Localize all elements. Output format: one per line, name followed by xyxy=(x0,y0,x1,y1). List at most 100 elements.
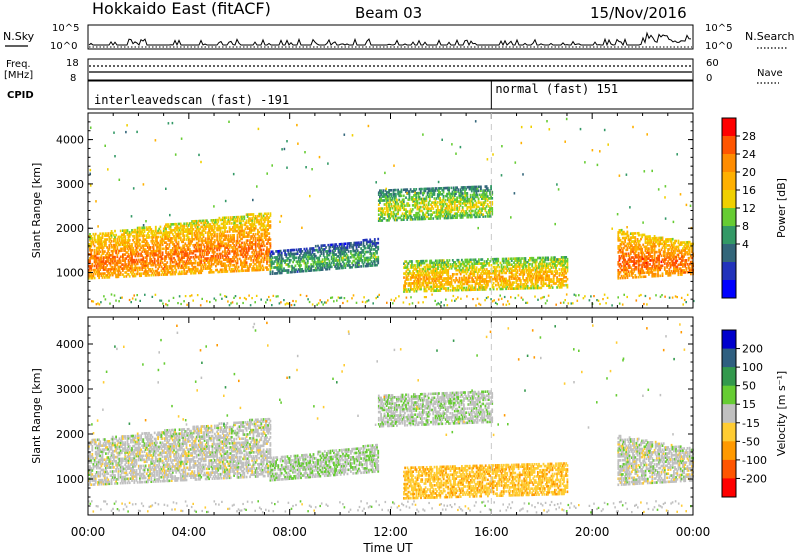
power-cell xyxy=(203,257,206,260)
noise-panel xyxy=(87,24,694,50)
power-cell xyxy=(161,239,164,243)
power-cell xyxy=(236,241,239,245)
power-cell xyxy=(206,247,208,250)
power-ground-cell xyxy=(121,296,123,299)
power-cell xyxy=(431,273,434,277)
power-cell xyxy=(94,258,97,262)
power-cell xyxy=(308,253,310,256)
power-cell xyxy=(178,260,181,264)
power-cell xyxy=(313,261,316,264)
power-cell xyxy=(254,268,257,272)
power-cell xyxy=(166,267,169,270)
power-cell xyxy=(443,265,446,268)
power-cell xyxy=(381,209,384,212)
power-cell xyxy=(410,210,413,213)
power-cell xyxy=(224,252,226,255)
power-cell xyxy=(119,243,122,247)
power-cell xyxy=(210,243,213,246)
power-cell xyxy=(161,247,164,251)
power-cell xyxy=(433,191,436,194)
power-cell xyxy=(252,227,255,230)
power-cell xyxy=(225,246,228,249)
power-cell xyxy=(442,198,445,202)
power-cell xyxy=(102,264,105,267)
power-cell xyxy=(311,257,314,260)
power-cell xyxy=(117,261,120,265)
power-cell xyxy=(255,216,258,220)
power-cell xyxy=(134,260,137,264)
power-cell xyxy=(411,198,414,201)
power-ground-cell xyxy=(425,296,427,299)
power-cell xyxy=(289,254,292,258)
power-cell xyxy=(355,245,358,249)
power-cell xyxy=(191,226,193,229)
power-cell xyxy=(419,261,421,265)
power-cell xyxy=(433,211,436,214)
power-ground-cell xyxy=(255,294,258,297)
power-cell xyxy=(354,251,357,255)
power-cell xyxy=(415,285,418,289)
power-ground-cell xyxy=(405,296,408,299)
power-cell xyxy=(126,233,129,236)
power-cell xyxy=(161,253,164,256)
power-cell xyxy=(246,227,249,230)
power-cell xyxy=(170,249,173,252)
power-cell xyxy=(160,231,163,235)
power-cell xyxy=(305,247,308,251)
power-cell xyxy=(219,234,222,238)
power-ground-cell xyxy=(260,298,262,301)
power-cell xyxy=(265,228,267,231)
power-ground-cell xyxy=(184,295,187,298)
power-cell xyxy=(399,204,402,208)
power-ground-cell xyxy=(180,302,182,306)
power-cell xyxy=(431,261,434,265)
power-cell xyxy=(347,242,350,245)
power-cell xyxy=(440,187,443,190)
power-cell xyxy=(237,225,240,229)
power-cell xyxy=(240,249,242,253)
power-cell xyxy=(130,267,132,270)
power-cell xyxy=(254,217,257,220)
power-cell xyxy=(124,261,127,264)
power-cell xyxy=(319,254,322,258)
power-cell xyxy=(407,204,410,207)
power-ground-cell xyxy=(337,296,340,299)
power-cell xyxy=(407,272,410,275)
cpid-label: CPID xyxy=(7,90,34,101)
power-cell xyxy=(334,245,336,248)
power-ground-cell xyxy=(422,301,424,304)
power-cell xyxy=(358,265,360,268)
power-cell xyxy=(220,218,223,222)
power-cell xyxy=(442,285,445,288)
power-cell xyxy=(466,213,469,217)
power-cell xyxy=(249,263,251,266)
power-cell xyxy=(95,246,98,250)
power-cell xyxy=(244,265,247,268)
power-cell xyxy=(373,252,376,255)
power-cell xyxy=(355,243,358,247)
power-cell xyxy=(179,230,182,234)
power-cell xyxy=(461,278,463,282)
power-cell xyxy=(182,266,184,269)
power-cell xyxy=(191,267,193,271)
power-cell xyxy=(169,271,172,274)
power-cell xyxy=(98,270,100,274)
power-cell xyxy=(408,194,411,197)
power-cell xyxy=(98,248,100,252)
power-ground-cell xyxy=(213,297,216,300)
power-cell xyxy=(310,263,313,266)
power-cell xyxy=(225,244,228,247)
power-ground-cell xyxy=(541,296,544,299)
power-cell xyxy=(400,204,403,208)
power-ground-cell xyxy=(671,296,674,299)
power-cell xyxy=(131,268,133,272)
power-cell xyxy=(235,255,238,259)
power-cell xyxy=(425,215,428,219)
power-cell xyxy=(240,245,242,249)
power-cell xyxy=(156,253,158,257)
power-cell xyxy=(142,258,145,261)
power-ground-cell xyxy=(342,301,344,305)
power-cell xyxy=(272,262,275,265)
power-cell xyxy=(405,266,408,269)
power-cell xyxy=(113,257,115,261)
